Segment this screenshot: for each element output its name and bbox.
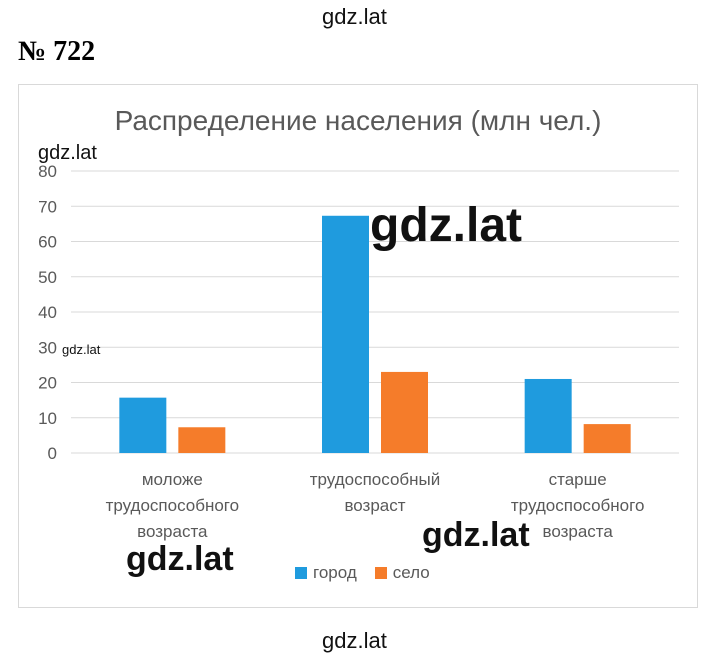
chart-frame: Распределение населения (млн чел.) 0 10 20…	[18, 84, 698, 608]
x-category-label: трудоспособный	[310, 470, 441, 489]
bar-village	[583, 424, 631, 453]
bar-village	[178, 427, 226, 453]
problem-number: № 722	[18, 36, 96, 67]
x-category-label: старше	[549, 470, 607, 489]
x-category-label: моложе	[142, 470, 203, 489]
y-tick-label: 0	[48, 444, 57, 463]
chart-title: Распределение населения (млн чел.)	[114, 105, 602, 136]
legend-item-city: город	[295, 563, 357, 583]
watermark-tiny: gdz.lat	[62, 342, 101, 357]
legend-swatch-city	[295, 567, 307, 579]
bar-city	[524, 378, 572, 453]
y-tick-label: 60	[38, 233, 57, 252]
y-tick-label: 40	[38, 303, 57, 322]
y-tick-label: 30	[38, 338, 57, 357]
x-category-label: трудоспособного	[106, 496, 240, 515]
y-tick-label: 80	[38, 162, 57, 181]
y-tick-label: 10	[38, 409, 57, 428]
x-category-label: возраст	[344, 496, 405, 515]
legend-swatch-village	[374, 567, 387, 579]
y-tick-label: 50	[38, 268, 57, 287]
legend-label-village: село	[392, 563, 430, 582]
watermark-big: gdz.lat	[370, 199, 522, 252]
legend-label-city: город	[313, 563, 357, 582]
bar-village	[381, 371, 428, 453]
x-category-label: трудоспособного	[511, 496, 645, 515]
bar-chart: 0 10 20 30 40 50 60 70 80 моложе трудоспособного в…	[38, 162, 679, 541]
watermark-mid-right: gdz.lat	[422, 516, 530, 554]
y-tick-label: 20	[38, 374, 57, 393]
watermark-bottom: gdz.lat	[322, 628, 387, 653]
legend-item-village: село	[374, 563, 430, 583]
legend: город село	[295, 563, 430, 583]
watermark-top: gdz.lat	[322, 4, 387, 29]
watermark-left: gdz.lat	[38, 142, 97, 164]
y-tick-label: 70	[38, 197, 57, 216]
x-category-label: возраста	[137, 522, 208, 541]
x-category-label: возраста	[542, 522, 613, 541]
bar-city	[119, 397, 167, 453]
watermark-mid-left: gdz.lat	[126, 540, 234, 578]
bar-city	[322, 215, 369, 453]
